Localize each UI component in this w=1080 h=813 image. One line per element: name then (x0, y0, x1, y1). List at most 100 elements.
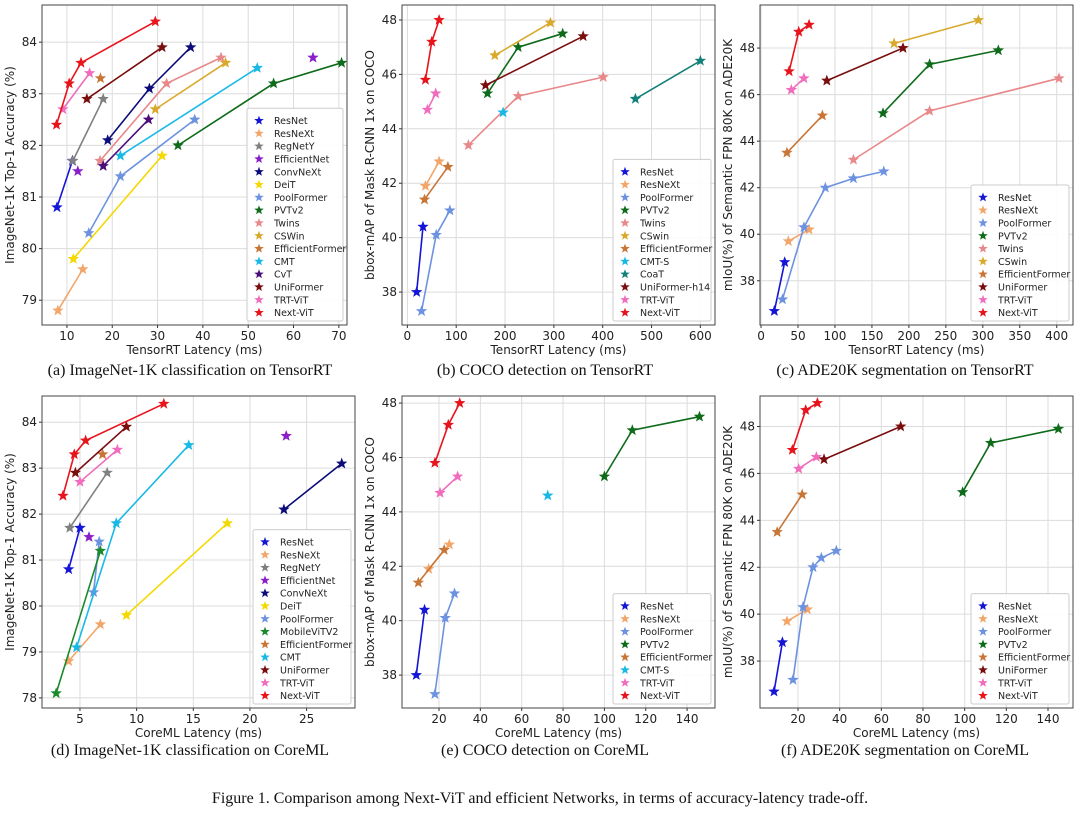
data-point-star (542, 489, 554, 501)
series-uniformer (818, 420, 907, 465)
data-point-star (1052, 422, 1065, 434)
legend-marker-star (260, 575, 270, 585)
data-point-star (94, 154, 106, 166)
data-point-star (818, 453, 830, 465)
data-point-star (64, 521, 76, 533)
data-point-star (172, 139, 184, 151)
series-line (635, 60, 701, 100)
data-point-star (512, 90, 524, 101)
legend-entry: DeiT (274, 180, 296, 191)
data-point-star (94, 618, 107, 630)
data-point-star (419, 73, 432, 85)
data-point-star (801, 603, 814, 615)
legend-marker-star (978, 639, 988, 649)
legend-marker-star (254, 282, 264, 291)
data-point-star (786, 444, 799, 455)
series-trt-vit (785, 72, 810, 95)
legend-entry: EfficientNet (274, 155, 330, 166)
x-tick-label: 0 (404, 329, 412, 343)
series-poolformer (83, 113, 201, 238)
legend-entry: PoolFormer (640, 193, 693, 204)
legend-entry: EfficientFormer (998, 270, 1070, 281)
legend-marker-star (620, 677, 630, 687)
legend-marker-star (254, 218, 264, 227)
x-axis-label: TensorRT Latency (ms) (126, 343, 263, 357)
chart-d: 5 10 15 20 25 78 79 80 81 82 83 84 CoreML Latency (m… (3, 395, 356, 740)
legend-marker-star (620, 613, 630, 623)
x-tick-label: 60 (514, 712, 529, 726)
series-line (485, 35, 584, 86)
data-point-star (956, 486, 969, 497)
legend-entry: ResNeXt (998, 206, 1038, 217)
data-point-star (798, 72, 810, 84)
series-line (853, 77, 1060, 161)
series-resnext (52, 263, 89, 316)
series-line (72, 98, 104, 162)
data-point-star (51, 201, 63, 213)
series-regnety (64, 466, 113, 533)
x-tick-label: 20 (431, 712, 446, 726)
y-axis-label: ImageNet-1K Top-1 Accuracy (%) (3, 66, 17, 264)
series-regnety (67, 92, 109, 166)
legend-entry: PoolFormer (280, 614, 333, 625)
legend-entry: UniFormer (280, 666, 329, 677)
series-next-vit (786, 397, 824, 455)
series-line (773, 261, 786, 312)
y-tick-label: 44 (740, 134, 755, 148)
legend-marker-star (254, 128, 264, 138)
data-point-star (803, 18, 815, 30)
data-point-star (419, 180, 432, 191)
series-line (72, 155, 163, 260)
plot-frame (41, 4, 348, 326)
legend-entry: ResNeXt (274, 129, 314, 140)
series-line (102, 119, 150, 167)
legend-marker-star (620, 294, 630, 304)
y-tick-label: 48 (382, 396, 397, 410)
chart-a: 10 20 30 40 50 60 70 79 80 81 82 83 84 TensorRT Laten… (3, 4, 348, 357)
legend-entry: ResNeXt (998, 614, 1038, 625)
legend-marker-star (620, 256, 630, 266)
legend-marker-star (978, 677, 988, 687)
series-poolformer (415, 204, 456, 316)
legend-marker-star (620, 639, 630, 649)
y-tick-label: 84 (22, 35, 37, 49)
data-point-star (267, 77, 280, 89)
legend-marker-star (620, 665, 630, 674)
legend-marker-star (260, 639, 270, 649)
legend-marker-star (620, 230, 630, 240)
legend-marker-star (260, 537, 270, 546)
data-point-star (434, 486, 446, 498)
legend-marker-star (260, 613, 270, 623)
y-tick-label: 42 (382, 176, 397, 190)
data-point-star (793, 25, 805, 37)
data-point-star (114, 149, 127, 161)
data-point-star (57, 489, 69, 501)
legend-marker-star (978, 307, 988, 317)
chart-e: 20 40 60 80 100 120 140 38 40 42 44 46 48 CoreML Late… (363, 395, 716, 740)
series-twins (847, 72, 1065, 165)
legend-box (612, 593, 712, 705)
legend-marker-star (978, 282, 988, 291)
data-point-star (410, 286, 423, 297)
y-axis-label: bbox-mAP of Mask R-CNN 1x on COCO (363, 50, 377, 280)
x-tick-label: 400 (591, 329, 614, 343)
y-tick-label: 81 (22, 553, 37, 567)
series-efficientnet (72, 51, 319, 176)
x-tick-label: 120 (634, 712, 657, 726)
y-tick-label: 46 (382, 67, 397, 81)
series-line (961, 428, 1059, 493)
data-point-star (221, 517, 233, 529)
legend-entry: CMT-S (640, 666, 669, 677)
legend-marker-star (978, 652, 988, 662)
x-tick-label: 20 (242, 712, 257, 726)
series-line (417, 549, 445, 584)
legend-marker-star (978, 243, 988, 253)
legend-entry: CSwin (640, 231, 669, 242)
series-line (125, 522, 228, 616)
series-cswin (149, 56, 232, 115)
series-efficientformer (412, 544, 450, 588)
legend-entry: PoolFormer (998, 627, 1051, 638)
data-point-star (102, 134, 114, 146)
